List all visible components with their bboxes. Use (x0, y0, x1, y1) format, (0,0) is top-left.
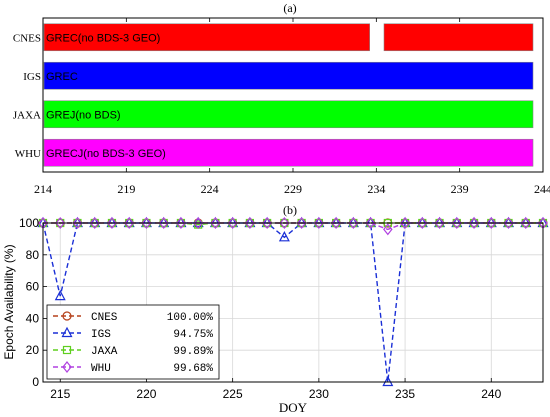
x-tick-label-a-219: 219 (117, 182, 135, 196)
data-point-whu-225 (227, 217, 238, 229)
availability-bar-jaxa-0 (43, 100, 534, 129)
y-axis-label: Epoch Availability (%) (2, 244, 16, 359)
legend-value-igs: 94.75% (173, 329, 213, 341)
data-point-whu-233 (365, 217, 376, 229)
data-point-whu-230 (314, 217, 324, 229)
x-tick-label-b-225: 225 (223, 387, 243, 401)
data-point-whu-240 (486, 217, 497, 229)
panel-a-label: (a) (283, 1, 296, 15)
legend-entry-whu: WHU 99.68% (53, 361, 213, 375)
legend-name-cnes: CNES (91, 312, 118, 324)
legend-name-whu: WHU (91, 363, 111, 375)
panel-b-x-ticks: 215 220 225 230 235 240 (50, 378, 502, 401)
data-point-whu-228 (279, 217, 290, 229)
legend-marker-jaxa (62, 345, 72, 355)
availability-bar-cnes-1 (383, 23, 534, 52)
data-point-igs-234 (382, 375, 394, 387)
legend-entry-cnes: CNES 100.00% (53, 311, 214, 324)
y-tick-label-60: 60 (26, 280, 40, 294)
data-point-whu-231 (331, 217, 341, 229)
data-point-whu-241 (503, 217, 514, 229)
legend-value-cnes: 100.00% (167, 312, 214, 324)
category-label-igs: IGS (23, 71, 41, 83)
data-point-whu-238 (452, 217, 462, 229)
legend-name-igs: IGS (91, 329, 111, 341)
data-point-whu-217 (89, 217, 100, 229)
data-point-whu-218 (107, 217, 117, 229)
x-tick-label-a-224: 224 (201, 182, 219, 196)
data-point-whu-219 (124, 217, 134, 229)
availability-bar-whu-0 (43, 138, 534, 167)
data-point-whu-239 (469, 217, 479, 229)
legend-marker-igs (61, 326, 73, 338)
data-point-whu-234 (383, 223, 393, 236)
y-tick-label-80: 80 (26, 248, 40, 262)
legend-marker-whu (62, 361, 72, 373)
legend-marker-cnes (62, 311, 72, 321)
x-axis-label: DOY (279, 400, 308, 415)
legend-value-jaxa: 99.89% (173, 346, 213, 358)
availability-bar-cnes-0 (43, 23, 370, 52)
data-point-whu-215 (55, 217, 66, 229)
x-tick-label-a-229: 229 (284, 182, 302, 196)
data-point-whu-216 (72, 217, 83, 229)
x-tick-label-a-234: 234 (367, 182, 385, 196)
panel-a-x-ticks: 214 219 224 229 234 239 244 (34, 18, 550, 196)
data-point-whu-222 (176, 217, 186, 229)
legend: CNES 100.00% IGS 94.75% JAXA 99.89% WHU 99.68% (46, 304, 220, 380)
data-point-whu-236 (417, 217, 428, 229)
availability-bar-igs-0 (43, 61, 534, 90)
panel-a-category-labels: CNES IGS JAXA WHU (13, 32, 41, 160)
y-tick-label-40: 40 (26, 311, 40, 325)
data-point-whu-226 (245, 217, 255, 229)
bar-label-whu: GRECJ(no BDS-3 GEO) (46, 148, 166, 160)
x-tick-label-b-230: 230 (309, 387, 329, 401)
x-tick-label-b-220: 220 (136, 387, 156, 401)
y-tick-label-100: 100 (19, 216, 39, 230)
data-point-whu-232 (348, 217, 359, 229)
x-tick-label-b-240: 240 (481, 387, 501, 401)
category-label-jaxa: JAXA (13, 109, 41, 121)
bar-label-cnes: GREC(no BDS-3 GEO) (46, 32, 160, 44)
category-label-cnes: CNES (13, 32, 41, 44)
data-point-whu-220 (141, 217, 152, 229)
y-tick-label-0: 0 (32, 375, 39, 389)
category-label-whu: WHU (15, 148, 41, 160)
data-point-whu-229 (296, 217, 307, 229)
data-point-whu-227 (262, 217, 272, 229)
data-point-igs-228 (278, 231, 290, 242)
bar-label-jaxa: GREJ(no BDS) (46, 109, 121, 121)
y-tick-label-20: 20 (26, 343, 40, 357)
x-tick-label-b-235: 235 (395, 387, 415, 401)
x-tick-label-a-214: 214 (34, 182, 52, 196)
x-tick-label-a-244: 244 (534, 182, 550, 196)
data-point-igs-215 (54, 289, 66, 301)
data-point-igs-223 (192, 216, 204, 228)
panel-b-y-ticks: 0 20 40 60 80 100 (19, 216, 47, 389)
legend-entry-igs: IGS 94.75% (53, 326, 213, 341)
panel-b-frame (42, 222, 544, 383)
panel-a-bars: GREC(no BDS-3 GEO) GREC GREJ(no BDS) GRECJ(… (43, 23, 534, 167)
bar-label-igs: GREC (46, 71, 78, 83)
legend-name-jaxa: JAXA (91, 346, 118, 358)
x-tick-label-b-215: 215 (50, 387, 70, 401)
data-point-whu-221 (158, 217, 169, 229)
data-point-whu-242 (520, 217, 531, 229)
data-point-whu-237 (434, 217, 445, 229)
data-point-whu-224 (210, 217, 221, 229)
data-point-whu-223 (193, 217, 203, 229)
legend-box (46, 304, 220, 380)
legend-entry-jaxa: JAXA 99.89% (53, 345, 213, 358)
panel-b-label: (b) (283, 203, 297, 217)
data-point-whu-235 (400, 217, 410, 229)
x-tick-label-a-239: 239 (451, 182, 469, 196)
legend-value-whu: 99.68% (173, 363, 213, 375)
